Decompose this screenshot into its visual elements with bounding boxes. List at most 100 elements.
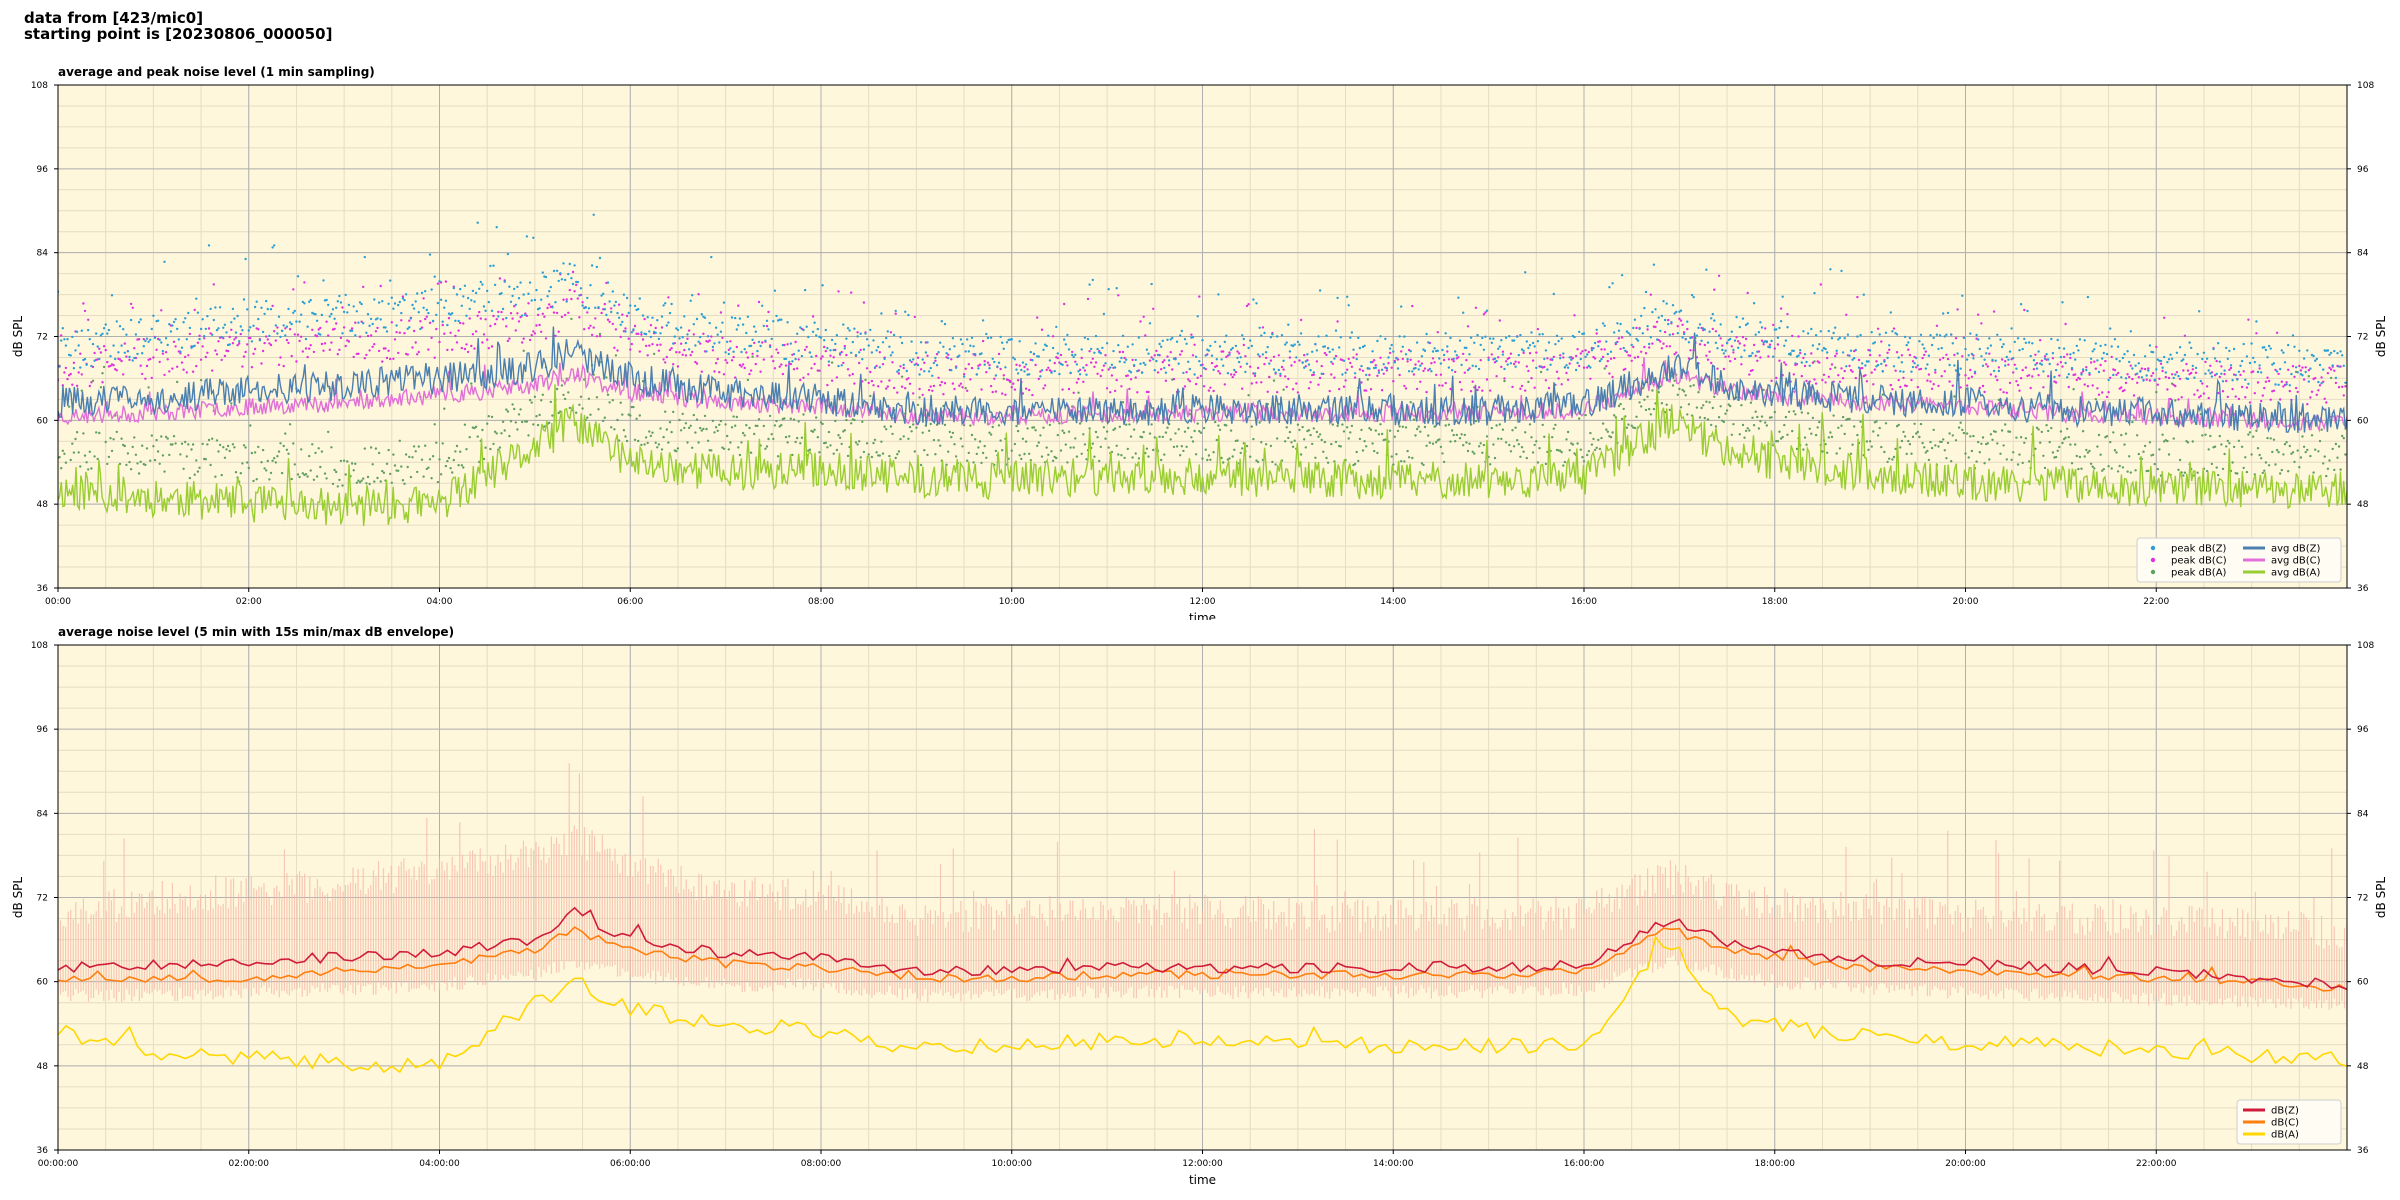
axes-frame — [57, 84, 2348, 589]
peak-point — [1290, 364, 1293, 367]
peak-point — [1625, 330, 1629, 333]
peak-point — [996, 365, 999, 368]
peak-point — [1071, 350, 1074, 354]
peak-point — [293, 463, 296, 466]
peak-point — [2002, 391, 2005, 394]
peak-point — [1395, 357, 1398, 360]
peak-point — [156, 319, 160, 322]
peak-point — [2228, 442, 2231, 445]
peak-point — [1341, 373, 1344, 376]
peak-point — [1911, 435, 1915, 439]
peak-point — [406, 353, 409, 356]
peak-point — [842, 323, 845, 326]
peak-point — [1115, 444, 1118, 447]
peak-point — [2007, 358, 2010, 361]
peak-point — [1710, 317, 1713, 320]
peak-point — [1719, 405, 1722, 408]
peak-point — [236, 314, 239, 318]
peak-point — [1897, 423, 1900, 427]
peak-point — [878, 366, 881, 369]
peak-point — [2218, 434, 2221, 438]
peak-point — [1255, 302, 1258, 305]
peak-point — [339, 336, 343, 340]
peak-point — [1379, 335, 1382, 338]
peak-point — [2283, 361, 2287, 364]
peak-point — [2244, 378, 2247, 381]
peak-point — [1682, 332, 1686, 336]
peak-point — [459, 321, 462, 325]
peak-point — [670, 302, 673, 306]
peak-point — [1845, 313, 1848, 316]
peak-point — [1517, 353, 1521, 357]
peak-point — [2080, 467, 2083, 470]
peak-point — [1481, 389, 1484, 392]
peak-point — [1320, 372, 1323, 375]
peak-point — [778, 365, 781, 368]
peak-point — [1401, 345, 1405, 348]
peak-point — [567, 311, 570, 314]
peak-point — [1776, 336, 1780, 339]
peak-point — [994, 374, 998, 377]
peak-point — [2341, 354, 2344, 357]
peak-point — [1776, 440, 1780, 443]
peak-point — [2113, 449, 2117, 452]
peak-point — [88, 384, 92, 388]
peak-point — [797, 349, 800, 352]
peak-point — [1462, 444, 1465, 447]
peak-point — [166, 358, 169, 361]
peak-point — [1552, 292, 1556, 296]
peak-point — [1422, 369, 1425, 373]
peak-point — [1096, 372, 1099, 375]
peak-point — [1703, 416, 1707, 420]
peak-point — [325, 477, 328, 480]
peak-point — [767, 310, 770, 314]
peak-point — [344, 293, 347, 297]
peak-point — [1943, 449, 1947, 452]
peak-point — [1795, 447, 1799, 451]
peak-point — [1965, 358, 1969, 361]
y-axis-label-left: dB SPL — [11, 316, 25, 358]
peak-point — [1717, 274, 1721, 277]
peak-point — [1131, 358, 1134, 362]
peak-point — [821, 284, 824, 287]
peak-point — [473, 300, 476, 303]
peak-point — [490, 309, 494, 312]
peak-point — [309, 469, 312, 472]
peak-point — [1482, 443, 1486, 447]
peak-point — [710, 449, 713, 452]
peak-point — [1376, 339, 1379, 343]
peak-point — [2256, 370, 2260, 374]
peak-point — [1241, 447, 1244, 450]
peak-point — [1458, 380, 1462, 384]
peak-point — [2043, 355, 2047, 358]
peak-point — [662, 304, 665, 307]
peak-point — [969, 344, 972, 347]
peak-point — [888, 379, 891, 382]
peak-point — [481, 428, 484, 432]
peak-point — [2328, 353, 2331, 356]
peak-point — [284, 432, 287, 435]
peak-point — [2109, 376, 2112, 379]
peak-point — [1088, 283, 1091, 286]
report-header: data from [423/mic0] starting point is [… — [24, 10, 332, 42]
peak-point — [1231, 375, 1234, 379]
peak-point — [2148, 441, 2152, 444]
peak-point — [1043, 343, 1047, 346]
peak-point — [1013, 388, 1017, 391]
peak-point — [1648, 346, 1651, 349]
peak-point — [1110, 374, 1114, 377]
peak-point — [1710, 361, 1713, 365]
peak-point — [1271, 333, 1274, 336]
peak-point — [211, 369, 214, 372]
peak-point — [330, 312, 333, 316]
peak-point — [1274, 463, 1277, 466]
peak-point — [1687, 403, 1691, 406]
peak-point — [918, 396, 921, 399]
peak-point — [2094, 367, 2097, 370]
peak-point — [1455, 433, 1459, 437]
peak-point — [1992, 369, 1996, 373]
peak-point — [2269, 437, 2272, 440]
peak-point — [120, 359, 123, 363]
peak-point — [1174, 432, 1177, 435]
peak-point — [2139, 370, 2142, 373]
